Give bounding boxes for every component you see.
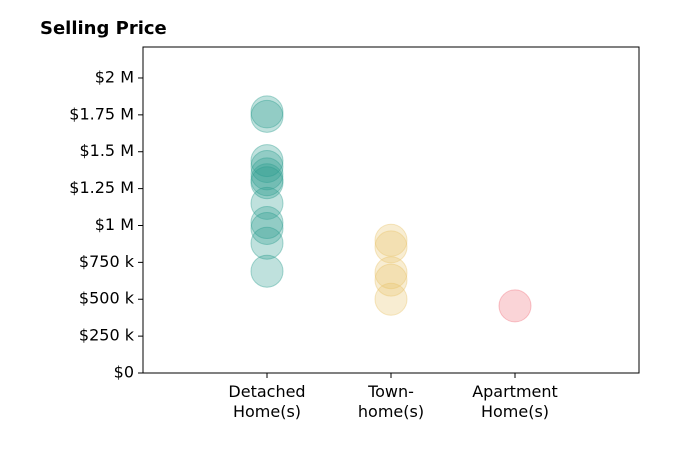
- x-tick-label: Apartment Home(s): [472, 382, 558, 421]
- point: [250, 254, 284, 288]
- chart-title: Selling Price: [40, 18, 167, 39]
- point: [250, 206, 284, 240]
- y-tick-label: $1.75 M: [69, 104, 134, 123]
- point: [374, 282, 408, 316]
- plot-frame: [142, 46, 640, 374]
- point: [498, 289, 532, 323]
- point: [374, 263, 408, 297]
- point: [250, 144, 284, 178]
- point: [374, 223, 408, 257]
- y-tick-label: $250 k: [79, 326, 135, 345]
- y-tick-label: $750 k: [79, 252, 135, 271]
- point: [250, 99, 284, 133]
- point: [374, 230, 408, 264]
- point: [250, 166, 284, 200]
- y-tick-label: $1.5 M: [79, 141, 134, 160]
- point: [250, 211, 284, 245]
- point: [250, 95, 284, 129]
- point: [250, 163, 284, 197]
- point: [250, 149, 284, 183]
- y-tick-label: $1.25 M: [69, 178, 134, 197]
- point: [250, 226, 284, 260]
- y-tick-label: $2 M: [95, 67, 134, 86]
- point: [250, 157, 284, 191]
- y-tick-label: $500 k: [79, 289, 135, 308]
- x-tick-label: Detached Home(s): [228, 382, 306, 421]
- y-tick-label: $0: [114, 363, 134, 382]
- y-tick-label: $1 M: [95, 215, 134, 234]
- point: [374, 256, 408, 290]
- point: [250, 186, 284, 220]
- x-tick-label: Town- home(s): [357, 382, 425, 421]
